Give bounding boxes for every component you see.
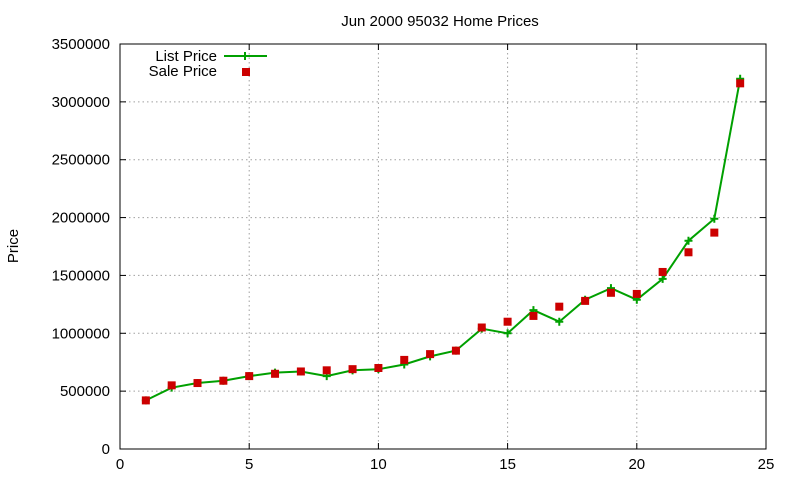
x-tick-label: 10 <box>370 456 387 473</box>
legend-marker-sale-price <box>242 68 250 76</box>
grid-lines <box>120 44 766 449</box>
sale-price-point <box>400 355 409 364</box>
legend-label-sale-price: Sale Price <box>149 63 217 80</box>
list-price-point <box>555 317 564 326</box>
sale-price-point <box>684 248 693 257</box>
x-tick-label: 15 <box>499 456 516 473</box>
list-price-point <box>658 274 667 283</box>
sale-price-point <box>167 381 176 390</box>
sale-price-point <box>606 288 615 297</box>
sale-price-point <box>581 296 590 305</box>
legend-marker-list-price <box>241 52 249 60</box>
x-tick-label: 0 <box>116 456 124 473</box>
sale-price-point <box>632 289 641 298</box>
x-tick-label: 20 <box>628 456 645 473</box>
axis-ticks: 0 500000 1000000 1500000 2000000 2500000 30000… <box>52 36 775 473</box>
y-tick-label: 2000000 <box>52 210 110 227</box>
sale-price-point <box>193 379 202 388</box>
sale-price-point <box>736 79 745 88</box>
y-tick-label: 0 <box>102 441 110 458</box>
list-price-line <box>145 78 742 402</box>
sale-price-point <box>219 376 228 385</box>
sale-price-point <box>529 311 538 320</box>
sale-price-point <box>141 396 150 405</box>
y-tick-label: 2500000 <box>52 152 110 169</box>
sale-price-point <box>710 228 719 237</box>
sale-price-point <box>658 267 667 276</box>
list-price-point <box>503 329 512 338</box>
sale-price-point <box>555 302 564 311</box>
x-tick-label: 25 <box>758 456 775 473</box>
y-tick-label: 1000000 <box>52 325 110 342</box>
sale-price-point <box>348 365 357 374</box>
sale-price-point <box>245 372 254 381</box>
sale-price-point <box>451 346 460 355</box>
y-tick-label: 3000000 <box>52 94 110 111</box>
sale-price-point <box>374 364 383 372</box>
sale-price-point <box>296 367 305 376</box>
y-axis-label: Price <box>5 229 22 263</box>
x-tick-label: 5 <box>245 456 253 473</box>
sale-price-point <box>322 366 331 375</box>
sale-price-point <box>477 323 486 332</box>
y-tick-label: 1500000 <box>52 267 110 284</box>
sale-price-point <box>271 369 280 378</box>
series-layer <box>141 74 745 405</box>
y-tick-label: 3500000 <box>52 36 110 53</box>
chart-title: Jun 2000 95032 Home Prices <box>341 13 539 30</box>
sale-price-point <box>426 350 435 359</box>
sale-price-point <box>503 317 512 326</box>
legend-label-list-price: List Price <box>155 48 217 65</box>
plot-frame <box>119 43 767 450</box>
list-price-point <box>710 214 719 223</box>
list-price-point <box>684 236 693 245</box>
y-tick-label: 500000 <box>60 383 110 400</box>
